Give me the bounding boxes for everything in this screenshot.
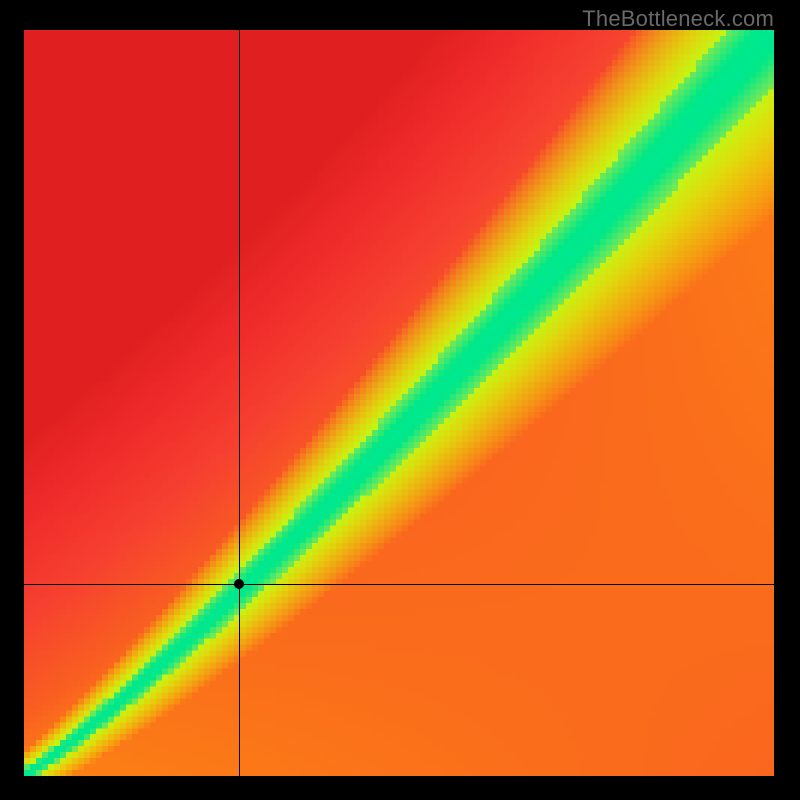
crosshair-vertical — [239, 30, 240, 776]
chart-container: TheBottleneck.com — [0, 0, 800, 800]
watermark-text: TheBottleneck.com — [582, 6, 774, 32]
heatmap-canvas — [24, 30, 774, 776]
heatmap-plot — [24, 30, 774, 776]
crosshair-marker — [234, 579, 244, 589]
crosshair-horizontal — [24, 584, 774, 585]
